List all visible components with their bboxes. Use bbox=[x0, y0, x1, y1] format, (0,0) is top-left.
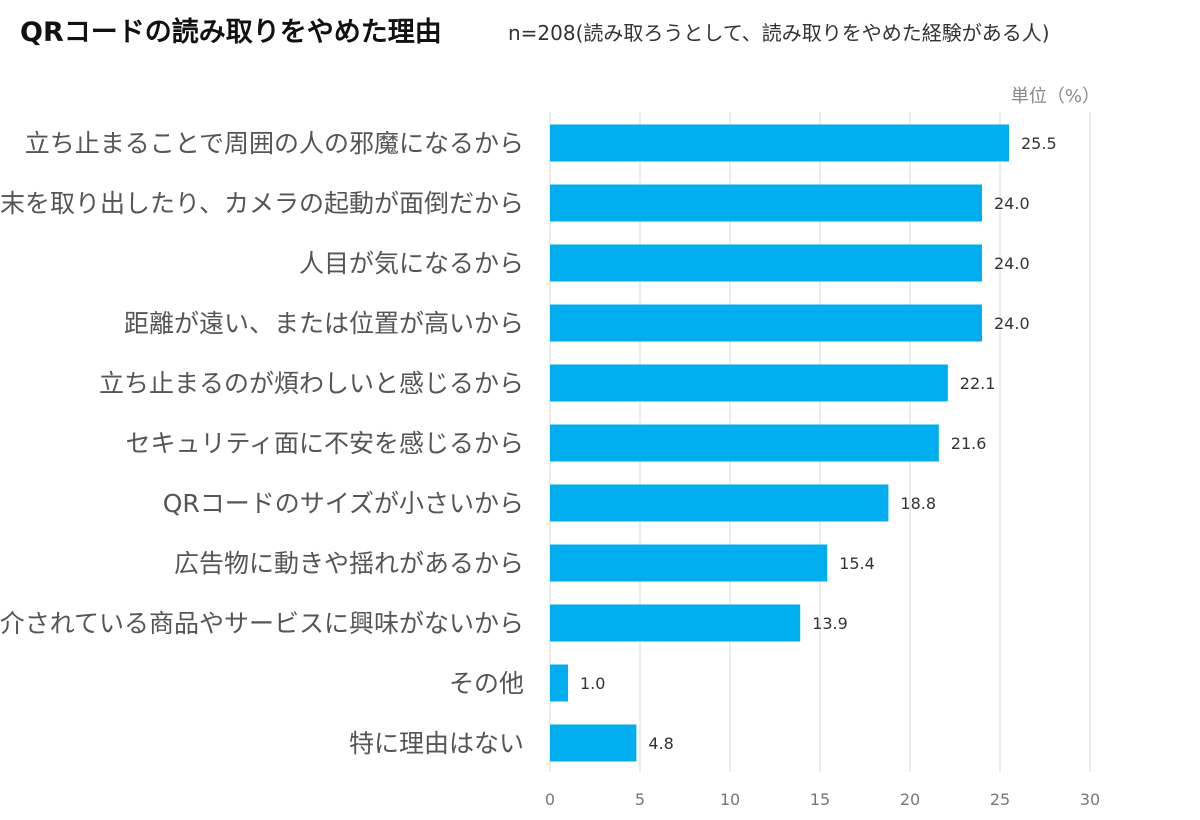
x-tick-label: 15 bbox=[810, 790, 830, 809]
category-label: 特に理由はない bbox=[349, 729, 524, 758]
category-label: 距離が遠い、または位置が高いから bbox=[124, 309, 524, 338]
bar bbox=[550, 604, 801, 642]
bar bbox=[550, 724, 637, 762]
x-tick-label: 0 bbox=[545, 790, 555, 809]
bar bbox=[550, 364, 948, 402]
data-label: 24.0 bbox=[994, 194, 1030, 213]
data-label: 24.0 bbox=[994, 314, 1030, 333]
chart-title: QRコードの読み取りをやめた理由 bbox=[20, 17, 442, 48]
bar bbox=[550, 184, 982, 222]
x-tick-label: 5 bbox=[635, 790, 645, 809]
unit-label: 単位（%） bbox=[1010, 86, 1100, 107]
bar bbox=[550, 244, 982, 282]
category-label: 端末を取り出したり、カメラの起動が面倒だから bbox=[0, 189, 524, 218]
data-label: 18.8 bbox=[900, 494, 936, 513]
category-label: 立ち止まるのが煩わしいと感じるから bbox=[99, 369, 524, 398]
category-label: QRコードのサイズが小さいから bbox=[163, 489, 524, 518]
category-label: 広告物に動きや揺れがあるから bbox=[174, 549, 524, 578]
x-tick-label: 25 bbox=[990, 790, 1010, 809]
category-label: その他 bbox=[449, 669, 524, 698]
data-label: 1.0 bbox=[580, 674, 605, 693]
bar bbox=[550, 124, 1009, 162]
bar bbox=[550, 424, 939, 462]
chart-subtitle: n=208(読み取ろうとして、読み取りをやめた経験がある人) bbox=[508, 21, 1050, 45]
data-label: 4.8 bbox=[648, 734, 673, 753]
data-label: 21.6 bbox=[951, 434, 987, 453]
x-tick-label: 10 bbox=[720, 790, 740, 809]
category-label: 立ち止まることで周囲の人の邪魔になるから bbox=[25, 129, 524, 158]
bar bbox=[550, 544, 828, 582]
data-label: 25.5 bbox=[1021, 134, 1057, 153]
bar bbox=[550, 304, 982, 342]
category-label: 紹介されている商品やサービスに興味がないから bbox=[0, 609, 524, 638]
data-label: 24.0 bbox=[994, 254, 1030, 273]
data-label: 22.1 bbox=[960, 374, 996, 393]
data-label: 13.9 bbox=[812, 614, 848, 633]
x-tick-label: 30 bbox=[1080, 790, 1100, 809]
bar bbox=[550, 664, 568, 702]
bar bbox=[550, 484, 889, 522]
x-tick-label: 20 bbox=[900, 790, 920, 809]
data-label: 15.4 bbox=[839, 554, 875, 573]
category-label: 人目が気になるから bbox=[299, 249, 524, 278]
category-label: セキュリティ面に不安を感じるから bbox=[125, 429, 524, 458]
